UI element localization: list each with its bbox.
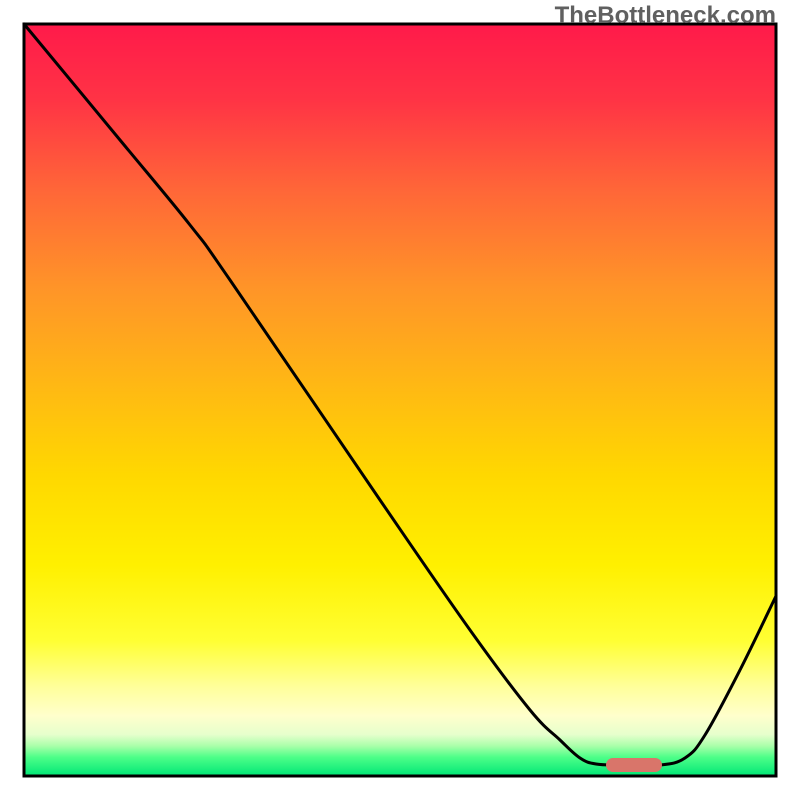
optimal-marker [606, 758, 662, 772]
chart-svg [0, 0, 800, 800]
watermark-text: TheBottleneck.com [555, 2, 776, 30]
plot-background [24, 24, 776, 776]
bottleneck-chart: TheBottleneck.com [0, 0, 800, 800]
